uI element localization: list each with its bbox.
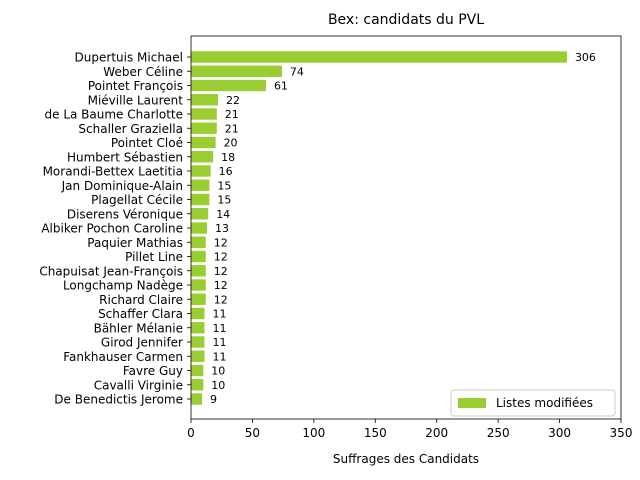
data-label: 18 (221, 151, 235, 164)
bar (191, 293, 206, 305)
data-label: 12 (214, 236, 228, 249)
x-tick-label: 200 (425, 426, 448, 440)
bar (191, 265, 206, 277)
data-label: 15 (217, 179, 231, 192)
x-axis-label: Suffrages des Candidats (333, 452, 479, 466)
data-label: 21 (225, 122, 239, 135)
y-tick-label: Chapuisat Jean-François (39, 264, 183, 278)
data-label: 11 (213, 308, 227, 321)
data-label: 12 (214, 251, 228, 264)
y-tick-label: De Benedictis Jerome (54, 393, 183, 407)
bar (191, 108, 217, 120)
data-label: 14 (216, 208, 230, 221)
y-tick-label: Plagellat Cécile (91, 193, 183, 207)
data-label: 15 (217, 194, 231, 207)
y-tick-label: Schaller Graziella (78, 122, 183, 136)
bar (191, 122, 217, 134)
bar (191, 379, 204, 391)
legend-frame (450, 389, 616, 417)
data-label: 16 (219, 165, 233, 178)
y-tick-label: Pointet François (88, 79, 183, 93)
data-label: 22 (226, 94, 240, 107)
legend: Listes modifiées (450, 389, 616, 417)
y-tick-label: Girod Jennifer (101, 336, 183, 350)
legend-label: Listes modifiées (496, 396, 593, 410)
bar (191, 393, 203, 405)
y-tick-label: Diserens Véronique (67, 207, 183, 221)
x-tick-label: 0 (187, 426, 195, 440)
data-label: 11 (213, 350, 227, 363)
y-tick-label: Cavalli Virginie (94, 378, 183, 392)
y-tick-label: Schaffer Clara (98, 307, 183, 321)
y-tick-label: Fankhauser Carmen (63, 350, 183, 364)
bar (191, 222, 207, 234)
x-tick-label: 250 (487, 426, 510, 440)
data-label: 12 (214, 293, 228, 306)
data-label: 13 (215, 222, 229, 235)
y-tick-label: Richard Claire (99, 293, 183, 307)
data-label: 12 (214, 279, 228, 292)
y-tick-label: Miéville Laurent (88, 93, 184, 107)
y-tick-label: Pillet Line (125, 250, 183, 264)
bar (191, 322, 205, 334)
data-label: 10 (211, 365, 225, 378)
y-tick-label: Weber Céline (103, 65, 183, 79)
y-tick-label: Bähler Mélanie (94, 321, 183, 335)
bar (191, 193, 210, 206)
y-tick-label: de La Baume Charlotte (45, 108, 184, 122)
bar (191, 279, 206, 291)
bar (191, 350, 205, 362)
bar (191, 236, 206, 248)
data-label: 74 (290, 65, 304, 78)
bar (191, 151, 214, 163)
bar (191, 208, 209, 220)
bar (191, 364, 204, 377)
y-tick-label: Albiker Pochon Caroline (41, 222, 183, 236)
data-label: 11 (213, 322, 227, 335)
data-label: 61 (274, 80, 288, 93)
y-tick-label: Humbert Sébastien (67, 150, 183, 164)
bar (191, 307, 205, 320)
legend-swatch (458, 398, 486, 408)
data-label: 20 (224, 137, 238, 150)
bar (191, 79, 266, 92)
y-tick-label: Longchamp Nadège (63, 279, 183, 293)
bar (191, 165, 211, 177)
bar (191, 250, 206, 263)
bar (191, 94, 219, 106)
y-tick-label: Morandi-Bettex Laetitia (43, 165, 183, 179)
x-tick-label: 100 (302, 426, 325, 440)
y-tick-label: Dupertuis Michael (75, 51, 183, 65)
axes-frame (190, 35, 622, 420)
data-label: 10 (211, 379, 225, 392)
data-label: 21 (225, 108, 239, 121)
bar (191, 51, 567, 63)
x-tick-label: 300 (548, 426, 571, 440)
bar (191, 179, 210, 191)
data-label: 11 (213, 336, 227, 349)
x-tick-label: 150 (364, 426, 387, 440)
bar (191, 336, 205, 348)
x-axis: 0 50 100 150 200 250 300 350 (187, 419, 632, 440)
y-tick-label: Favre Guy (123, 364, 183, 378)
y-tick-label: Paquier Mathias (87, 236, 183, 250)
data-label: 9 (210, 393, 217, 406)
data-label: 12 (214, 265, 228, 278)
data-label: 306 (575, 51, 596, 64)
bar (191, 65, 282, 77)
y-tick-label: Jan Dominique-Alain (61, 179, 183, 193)
plot-area: 3067461222121201816151514131212121212111… (191, 51, 596, 406)
x-tick-label: 50 (245, 426, 260, 440)
chart-title: Bex: candidats du PVL (328, 12, 484, 28)
y-tick-label: Pointet Cloé (111, 136, 183, 150)
x-tick-label: 350 (610, 426, 633, 440)
bar (191, 136, 216, 149)
